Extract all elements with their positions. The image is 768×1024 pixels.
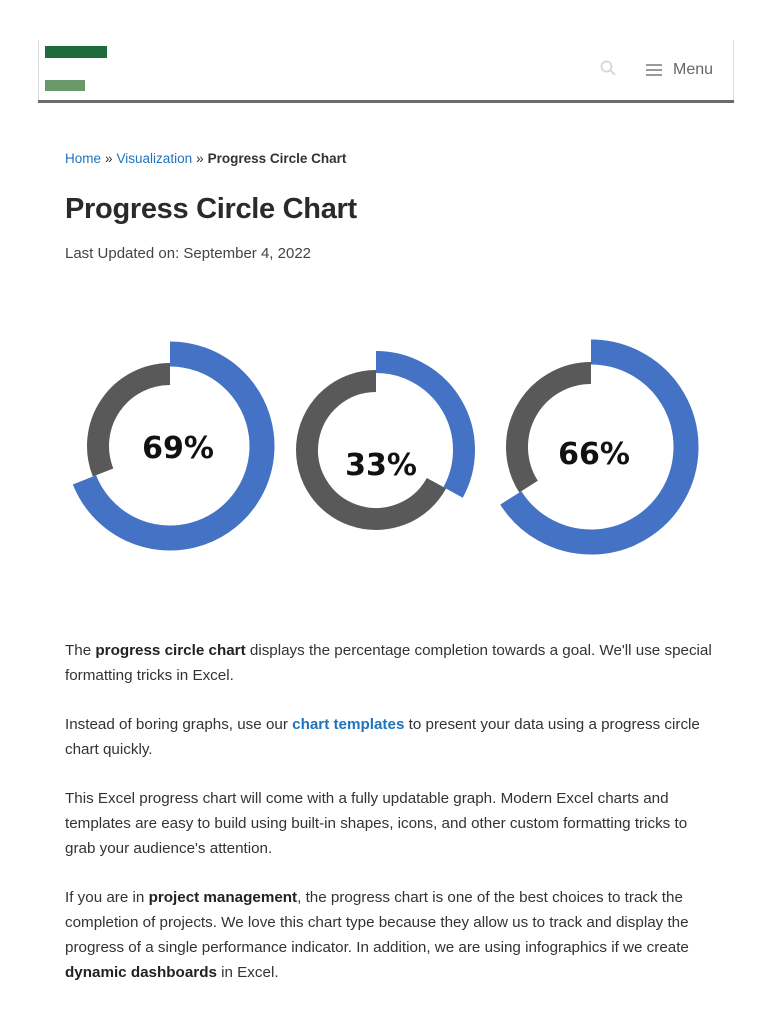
breadcrumb: Home» Visualization» Progress Circle Chart — [65, 151, 346, 166]
paragraph-4: If you are in project management, the pr… — [65, 885, 715, 985]
logo-bar-bottom — [45, 80, 85, 91]
site-header: Menu — [38, 40, 734, 103]
progress-arc — [72, 341, 275, 551]
text: Instead of boring graphs, use our — [65, 716, 293, 733]
progress-arc — [500, 339, 699, 555]
text: If you are in — [65, 889, 149, 906]
percentage-label: 66% — [558, 437, 630, 472]
progress-circle-1: 69% — [72, 341, 275, 551]
breadcrumb-current: Progress Circle Chart — [207, 151, 347, 166]
search-icon[interactable] — [600, 60, 616, 76]
paragraph-3: This Excel progress chart will come with… — [65, 790, 688, 857]
text: to present your data using a progress ci… — [65, 716, 700, 758]
progress-circle-3: 66% — [500, 339, 699, 555]
hamburger-icon — [646, 64, 662, 76]
page-title: Progress Circle Chart — [65, 193, 357, 225]
bold-text: dynamic dashboards — [65, 964, 217, 981]
breadcrumb-separator: » — [196, 151, 204, 166]
site-logo[interactable] — [45, 46, 107, 92]
percentage-label: 69% — [142, 431, 214, 466]
chart-templates-link[interactable]: chart templates — [292, 716, 405, 733]
breadcrumb-visualization-link[interactable]: Visualization — [116, 151, 193, 166]
bold-text: progress circle chart — [95, 642, 246, 659]
text: in Excel. — [216, 964, 279, 981]
progress-arc — [375, 351, 475, 498]
bold-text: project management — [148, 889, 298, 906]
progress-circle-charts: 69% 33% 66% — [0, 330, 768, 580]
text: , the progress chart is one of the best … — [65, 889, 689, 956]
percentage-label: 33% — [345, 448, 417, 483]
logo-bar-top — [45, 46, 107, 58]
paragraph-1: The progress circle chart displays the p… — [65, 638, 715, 688]
progress-charts-svg: 69% 33% 66% — [72, 339, 699, 555]
progress-circle-2: 33% — [296, 351, 475, 530]
menu-label: Menu — [673, 61, 714, 78]
paragraph-2: Instead of boring graphs, use our chart … — [65, 712, 715, 762]
last-updated: Last Updated on: September 4, 2022 — [65, 245, 312, 262]
remainder-arc — [506, 362, 592, 493]
article-body: The progress circle chart displays the p… — [65, 638, 715, 1009]
breadcrumb-separator: » — [105, 151, 113, 166]
text: The — [65, 642, 96, 659]
menu-button[interactable]: Menu — [646, 58, 713, 82]
remainder-arc — [87, 363, 171, 477]
text: displays the percentage completion towar… — [65, 642, 712, 684]
remainder-arc — [296, 370, 447, 530]
breadcrumb-home-link[interactable]: Home — [65, 151, 102, 166]
